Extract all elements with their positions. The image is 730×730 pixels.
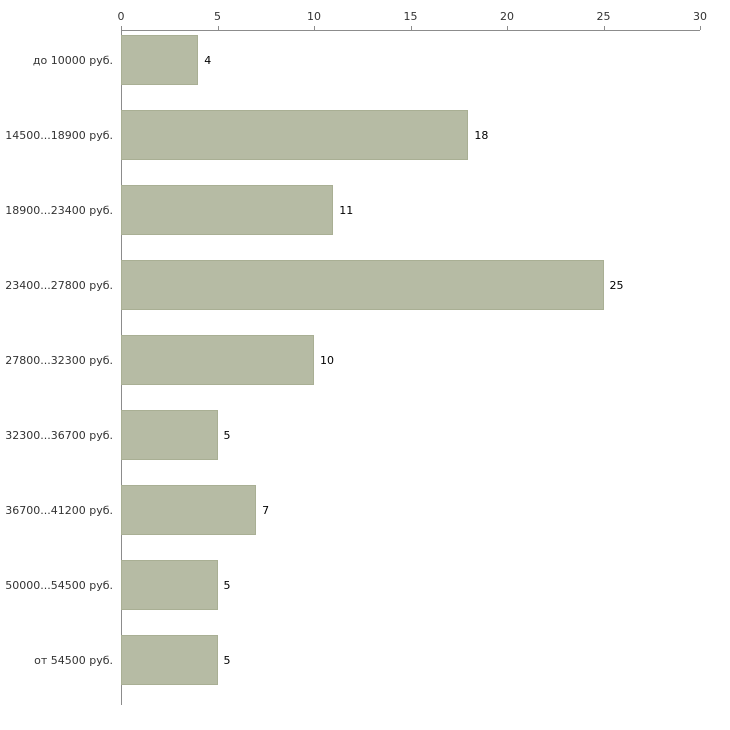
x-axis-tick-label: 0 (117, 10, 125, 23)
bar-row: 25 (121, 255, 700, 330)
bar-row: 11 (121, 180, 700, 255)
bar-row: 5 (121, 630, 700, 705)
x-axis-tick-label: 15 (403, 10, 418, 23)
bar-value-label: 10 (320, 353, 334, 367)
category-row: 32300...36700 руб. (0, 405, 117, 480)
bar-row: 18 (121, 105, 700, 180)
bar-line: 5 (121, 635, 700, 685)
bar (121, 560, 218, 610)
category-label: 36700...41200 руб. (5, 503, 113, 517)
category-row: 36700...41200 руб. (0, 480, 117, 555)
x-axis-tick-label: 25 (596, 10, 611, 23)
bar-line: 11 (121, 185, 700, 235)
category-label: от 54500 руб. (34, 653, 113, 667)
bar (121, 185, 334, 235)
bar-row: 5 (121, 555, 700, 630)
bar-row: 10 (121, 330, 700, 405)
bar (121, 260, 604, 310)
category-label: до 10000 руб. (32, 53, 113, 67)
bar-row: 4 (121, 30, 700, 105)
bar-line: 4 (121, 35, 700, 85)
category-row: 23400...27800 руб. (0, 255, 117, 330)
category-row: до 10000 руб. (0, 30, 117, 105)
bar-value-label: 18 (474, 128, 489, 142)
x-axis-tick-mark (700, 26, 701, 30)
category-label: 32300...36700 руб. (5, 428, 113, 442)
bar-line: 5 (121, 560, 700, 610)
bar-value-label: 25 (609, 278, 624, 292)
category-label: 18900...23400 руб. (5, 203, 113, 217)
bar (121, 335, 314, 385)
category-label: 23400...27800 руб. (5, 278, 113, 292)
category-row: 50000...54500 руб. (0, 555, 117, 630)
x-axis-tick-label: 10 (307, 10, 321, 23)
bar-line: 10 (121, 335, 700, 385)
category-axis: до 10000 руб. 14500...18900 руб. 18900...2… (0, 30, 117, 705)
bar (121, 485, 257, 535)
bar (121, 410, 218, 460)
bar-line: 18 (121, 110, 700, 160)
bar-value-label: 5 (223, 578, 231, 592)
bar-value-label: 5 (223, 428, 231, 442)
x-axis-tick-label: 5 (214, 10, 221, 23)
bar (121, 635, 218, 685)
bar-line: 25 (121, 260, 700, 310)
category-row: от 54500 руб. (0, 630, 117, 705)
x-axis: 0 5 10 15 20 25 30 (117, 0, 707, 30)
x-axis-tick-mark (121, 26, 122, 30)
x-axis-tick-label: 30 (693, 10, 707, 23)
category-label: 27800...32300 руб. (5, 353, 113, 367)
bar (121, 110, 469, 160)
category-row: 27800...32300 руб. (0, 330, 117, 405)
bar-row: 5 (121, 405, 700, 480)
x-axis-tick-mark (603, 26, 605, 30)
bar-row: 7 (121, 480, 700, 555)
bar-value-label: 5 (223, 653, 231, 667)
category-row: 18900...23400 руб. (0, 180, 117, 255)
category-label: 14500...18900 руб. (5, 128, 113, 142)
bar-value-label: 4 (204, 53, 212, 67)
category-label: 50000...54500 руб. (5, 578, 113, 592)
x-axis-tick-mark (217, 26, 219, 30)
x-axis-tick-mark (314, 26, 315, 30)
bar-value-label: 11 (339, 203, 354, 217)
x-axis-tick-mark (507, 26, 508, 30)
bar-rows: 4 18 11 25 10 5 7 5 5 (121, 30, 700, 705)
x-axis-tick-label: 20 (500, 10, 514, 23)
bar-line: 7 (121, 485, 700, 535)
bar-value-label: 7 (262, 503, 270, 517)
x-axis-tick-mark (410, 26, 412, 30)
bar (121, 35, 199, 85)
category-row: 14500...18900 руб. (0, 105, 117, 180)
bar-line: 5 (121, 410, 700, 460)
